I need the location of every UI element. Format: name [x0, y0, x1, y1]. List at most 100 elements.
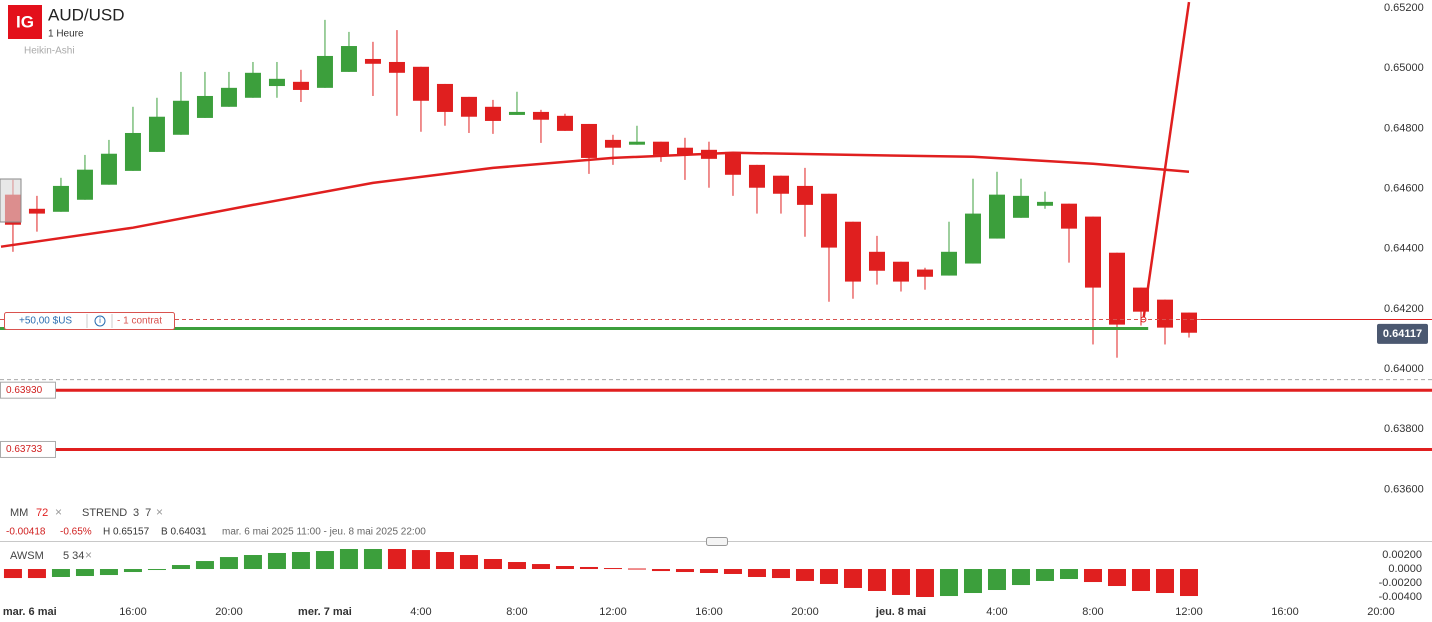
- candle-body: [148, 116, 165, 152]
- candle-body: [772, 175, 789, 194]
- candle-body: [340, 46, 357, 72]
- indicator-params: 3 7: [133, 507, 151, 519]
- candle-body: [436, 83, 453, 112]
- histogram-bar: [123, 569, 142, 573]
- y-tick-label: 0.65000: [1384, 62, 1424, 74]
- candle-body: [484, 106, 501, 121]
- logo: IG: [16, 12, 34, 31]
- x-tick-label: jeu. 8 mai: [875, 606, 926, 618]
- candle-body: [172, 100, 189, 135]
- histogram-bar: [99, 569, 118, 576]
- close-icon[interactable]: ×: [85, 548, 92, 562]
- candle-body: [1012, 195, 1029, 218]
- histogram-bar: [723, 569, 742, 574]
- indicator-name: STREND: [82, 507, 127, 519]
- histogram-bar: [675, 569, 694, 573]
- y-tick-label: 0.0000: [1388, 563, 1422, 575]
- level-label: 0.63733: [6, 444, 43, 455]
- x-tick-label: 12:00: [599, 606, 627, 618]
- histogram-bar: [795, 569, 814, 581]
- histogram-bar: [339, 548, 358, 570]
- histogram-bar: [195, 561, 214, 570]
- y-tick-label: 0.64800: [1384, 122, 1424, 134]
- histogram-bar: [27, 569, 46, 579]
- y-tick-label: 0.64000: [1384, 363, 1424, 375]
- y-tick-label: 0.65200: [1384, 2, 1424, 14]
- candle-body: [196, 95, 213, 118]
- candle-body: [724, 151, 741, 175]
- y-tick-label: 0.00200: [1382, 549, 1422, 561]
- histogram-bar: [267, 552, 286, 570]
- candle-body: [988, 194, 1005, 239]
- histogram-bar: [1131, 569, 1150, 591]
- x-tick-label: mer. 7 mai: [298, 606, 352, 618]
- histogram-bar: [3, 569, 22, 579]
- y-tick-label: -0.00400: [1379, 591, 1422, 603]
- histogram-bar: [435, 552, 454, 570]
- histogram-bar: [555, 566, 574, 570]
- y-tick-label: 0.64600: [1384, 183, 1424, 195]
- candle-body: [628, 141, 645, 145]
- close-icon[interactable]: ×: [156, 505, 163, 519]
- range-handle: [0, 178, 22, 223]
- candle-body: [532, 111, 549, 120]
- histogram-bar: [171, 565, 190, 570]
- position-size: - 1 contrat: [117, 316, 162, 327]
- candle-body: [76, 169, 93, 200]
- candle-body: [556, 115, 573, 131]
- histogram-bar: [699, 569, 718, 573]
- candle-body: [316, 55, 333, 88]
- position-pnl: +50,00 $US: [19, 316, 72, 327]
- x-tick-label: 4:00: [986, 606, 1007, 618]
- histogram-bar: [747, 569, 766, 577]
- stat-range: mar. 6 mai 2025 11:00 - jeu. 8 mai 2025 …: [222, 527, 426, 538]
- candle-body: [652, 141, 669, 155]
- last-price-box: [1377, 323, 1428, 344]
- candle-body: [1156, 299, 1173, 328]
- candle-body: [1108, 252, 1125, 325]
- histogram-bar: [963, 569, 982, 594]
- y-tick-label: 0.63800: [1384, 423, 1424, 435]
- y-tick-label: 0.64400: [1384, 243, 1424, 255]
- candle-body: [916, 269, 933, 277]
- stat-change-pct: -0.65%: [60, 527, 92, 538]
- candle-body: [844, 221, 861, 282]
- candle-body: [364, 58, 381, 64]
- candle-body: [388, 61, 405, 73]
- candle-body: [124, 132, 141, 171]
- candle-body: [604, 139, 621, 148]
- candle-body: [964, 213, 981, 264]
- histogram-bar: [243, 555, 262, 570]
- candle-body: [460, 96, 477, 117]
- indicator-line: [1142, 1, 1191, 320]
- x-tick-label: 20:00: [1367, 606, 1395, 618]
- candle-body: [676, 147, 693, 155]
- overlay: IG AUD/USD 1 Heure Heikin-Ashi +50,00 $U…: [0, 5, 1432, 562]
- pane-resize-handle[interactable]: [706, 537, 728, 546]
- stat-low: B 0.64031: [161, 527, 207, 538]
- indicator-line: [0, 151, 1190, 248]
- candle-body: [748, 164, 765, 188]
- candle-body: [244, 72, 261, 98]
- histogram-bar: [627, 568, 646, 570]
- level-label-box: [0, 381, 56, 399]
- histogram-bar: [579, 566, 598, 570]
- histogram-bar: [603, 568, 622, 570]
- position-box[interactable]: [4, 312, 175, 330]
- candle-body: [100, 153, 117, 185]
- info-icon[interactable]: [94, 315, 106, 327]
- close-icon[interactable]: ×: [55, 505, 62, 519]
- histogram-bar: [459, 555, 478, 570]
- y-tick-label: -0.00200: [1379, 577, 1422, 589]
- histogram-bar: [651, 569, 670, 572]
- candle-body: [820, 193, 837, 248]
- x-tick-label: 8:00: [506, 606, 527, 618]
- x-tick-label: 12:00: [1175, 606, 1203, 618]
- candle-body: [412, 66, 429, 101]
- histogram-bar: [987, 569, 1006, 591]
- histogram-bar: [915, 569, 934, 598]
- stat-change: -0.00418: [6, 527, 46, 538]
- candle-body: [220, 87, 237, 107]
- candle-body: [292, 81, 309, 90]
